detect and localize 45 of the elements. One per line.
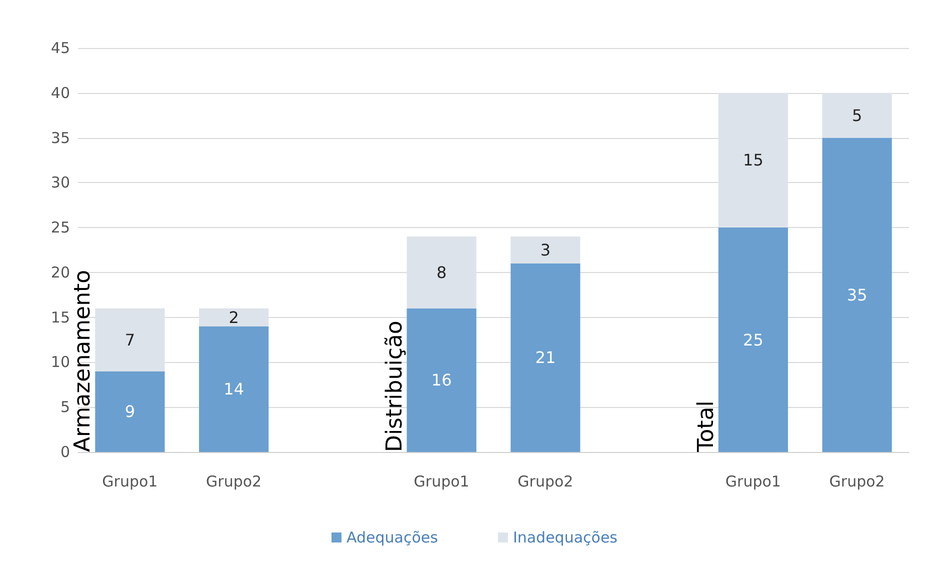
x-tick-label: Grupo1 — [414, 472, 470, 490]
bar — [718, 92, 788, 228]
bar — [822, 138, 892, 452]
y-tick-label: 30 — [50, 174, 70, 192]
data-label: 7 — [124, 330, 136, 350]
data-label: 5 — [852, 106, 862, 125]
bar — [199, 326, 269, 452]
data-label: 2 — [228, 308, 239, 327]
data-label: 15 — [743, 150, 764, 170]
bar — [406, 308, 476, 452]
data-label: 21 — [535, 348, 556, 368]
y-tick-label: 45 — [50, 39, 70, 57]
y-tick-label: 40 — [50, 84, 70, 102]
y-tick-label: 35 — [50, 128, 70, 147]
bar — [95, 308, 165, 372]
y-tick-label: 10 — [50, 353, 70, 372]
bar — [718, 228, 788, 452]
x-tick-label: Grupo1 — [725, 472, 781, 490]
bar — [510, 263, 580, 452]
data-label: 14 — [224, 380, 244, 399]
annotation: Total — [694, 400, 719, 453]
bar — [822, 92, 892, 138]
bar — [406, 236, 476, 308]
legend-label: Adequações — [346, 528, 438, 546]
data-label: 35 — [846, 285, 868, 304]
x-tick-label: Grupo1 — [102, 472, 158, 490]
data-label: 8 — [436, 262, 447, 282]
y-tick-label: 0 — [60, 443, 70, 461]
x-tick-label: Grupo2 — [206, 472, 262, 490]
annotation: Distribuição — [382, 320, 408, 452]
y-tick-label: 5 — [60, 398, 70, 416]
bar — [95, 371, 165, 452]
data-label: 9 — [124, 402, 136, 422]
x-tick-label: Grupo2 — [829, 472, 885, 490]
annotation: Armazenamento — [70, 270, 96, 452]
bar — [510, 236, 580, 264]
legend-label: Inadequações — [512, 528, 618, 546]
data-label: 16 — [431, 370, 452, 390]
y-tick-label: 20 — [50, 263, 70, 282]
data-label: 25 — [743, 330, 764, 350]
x-tick-label: Grupo2 — [518, 472, 574, 490]
data-label: 3 — [540, 240, 551, 260]
y-tick-label: 15 — [50, 308, 70, 326]
y-tick-label: 25 — [50, 218, 70, 237]
bar — [199, 308, 269, 326]
